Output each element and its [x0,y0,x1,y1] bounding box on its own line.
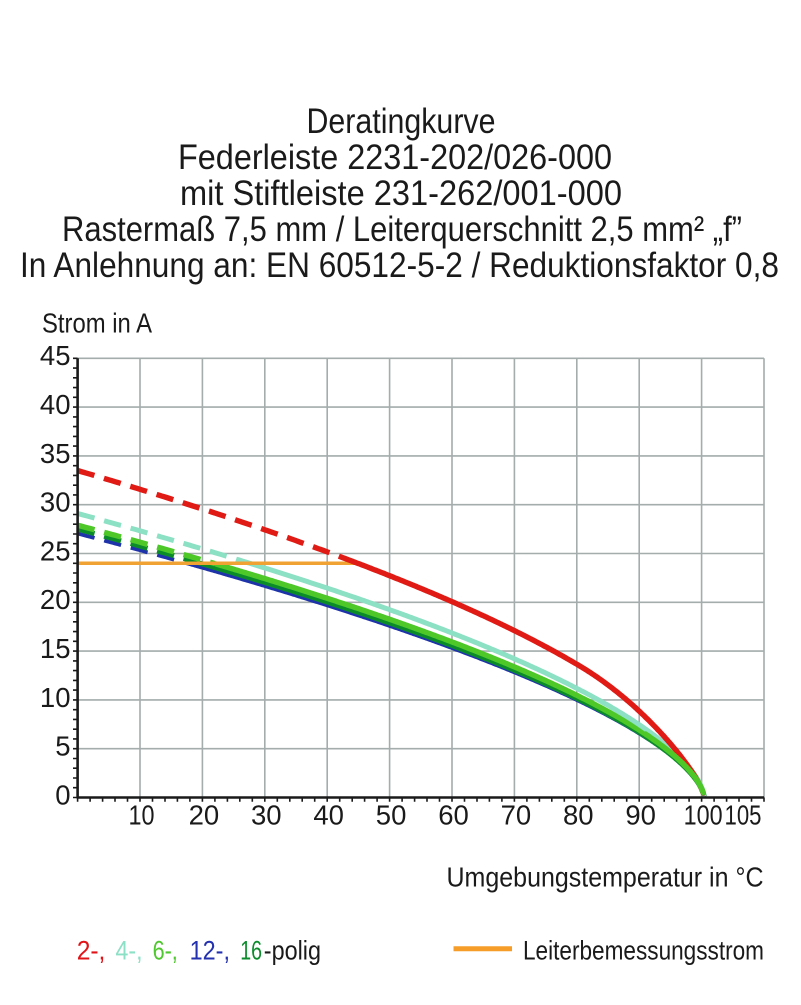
svg-text:Rastermaß 7,5 mm / Leiterquers: Rastermaß 7,5 mm / Leiterquerschnitt 2,5… [62,209,742,249]
svg-text:Strom in A: Strom in A [42,308,153,339]
svg-text:35: 35 [40,438,71,469]
svg-text:45: 45 [40,340,71,371]
svg-text:25: 25 [40,535,71,566]
svg-text:Umgebungstemperatur in °C: Umgebungstemperatur in °C [447,862,764,893]
svg-text:15: 15 [40,633,71,664]
svg-text:-polig: -polig [264,936,321,966]
svg-text:2-,: 2-, [77,936,106,966]
svg-text:70: 70 [501,799,532,830]
svg-text:4-,: 4-, [116,936,143,966]
svg-text:60: 60 [438,799,469,830]
svg-text:20: 20 [40,584,71,615]
svg-text:Leiterbemessungsstrom: Leiterbemessungsstrom [523,936,764,966]
svg-text:Federleiste 2231-202/026-000: Federleiste 2231-202/026-000 [178,137,612,177]
svg-text:50: 50 [376,799,407,830]
svg-text:30: 30 [251,799,282,830]
svg-text:10: 10 [129,799,155,830]
svg-text:10: 10 [40,682,71,713]
svg-text:20: 20 [189,799,220,830]
svg-text:80: 80 [563,799,594,830]
svg-text:16: 16 [240,936,262,966]
svg-text:In Anlehnung an: EN 60512-5-2: In Anlehnung an: EN 60512-5-2 / Reduktio… [20,245,779,285]
svg-text:40: 40 [313,799,344,830]
svg-text:Deratingkurve: Deratingkurve [307,101,496,141]
svg-text:100: 100 [684,799,723,830]
svg-text:40: 40 [40,389,71,420]
svg-text:105: 105 [725,799,762,830]
svg-text:0: 0 [55,779,70,810]
svg-text:12-,: 12-, [190,936,230,966]
svg-text:5: 5 [55,731,70,762]
svg-text:6-,: 6-, [153,936,178,966]
svg-text:90: 90 [625,799,656,830]
svg-text:mit Stiftleiste 231-262/001-00: mit Stiftleiste 231-262/001-000 [180,173,622,213]
svg-text:30: 30 [40,487,71,518]
